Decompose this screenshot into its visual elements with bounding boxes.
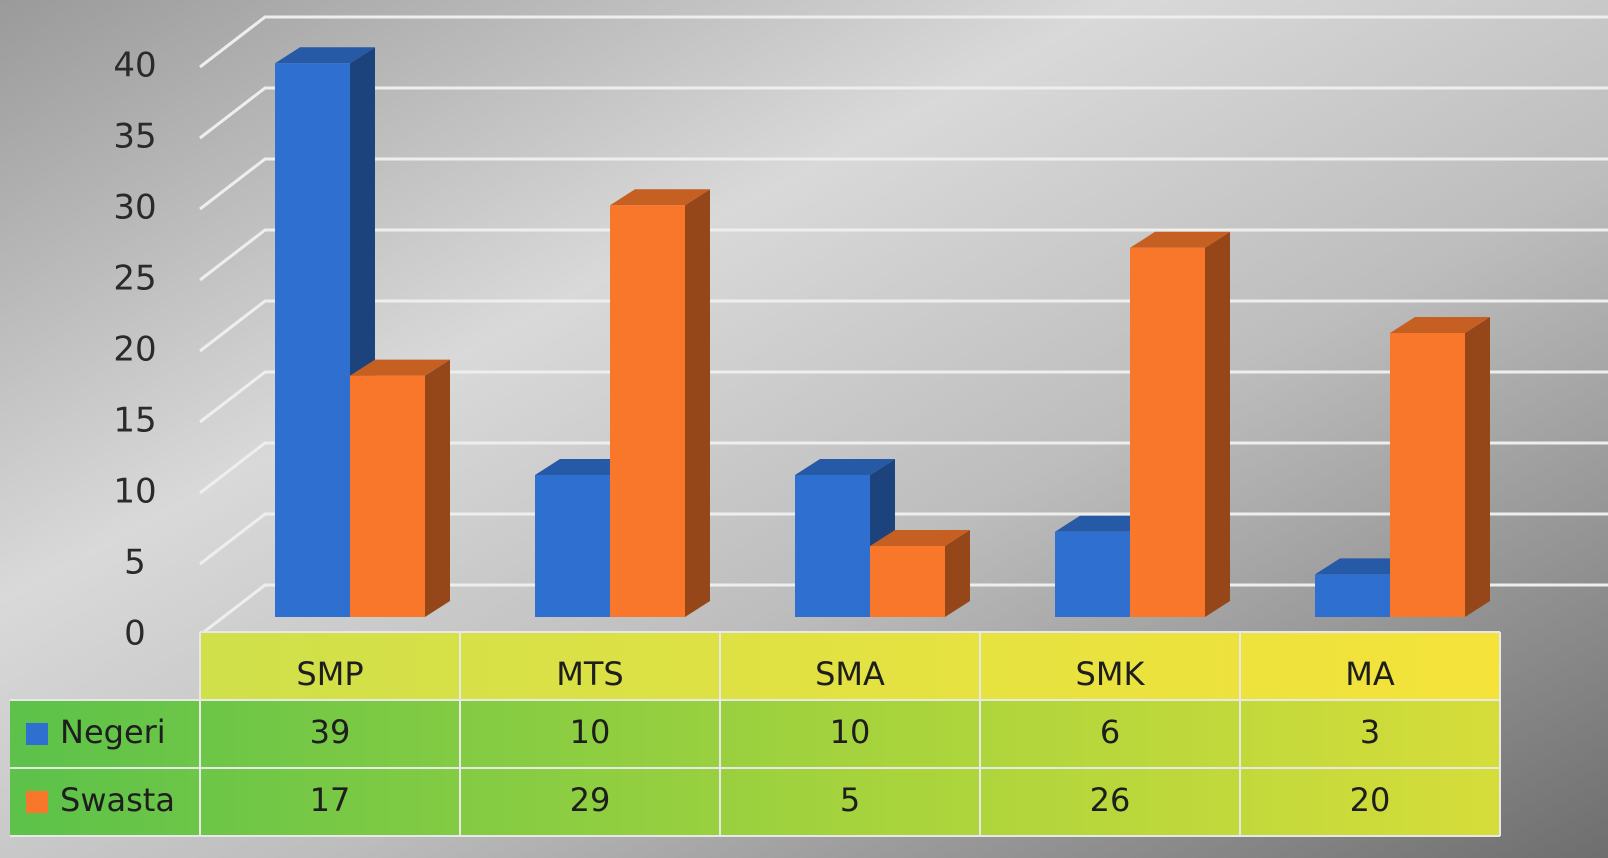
y-tick-label: 25 <box>113 259 156 299</box>
bar-top <box>795 459 895 475</box>
bar <box>350 359 450 617</box>
category-label: MTS <box>556 655 623 693</box>
bar-side <box>945 530 970 617</box>
bar-front <box>1055 531 1130 617</box>
bar-front <box>350 375 425 617</box>
bar-top <box>1390 317 1490 333</box>
y-tick-label: 10 <box>113 472 156 512</box>
category-label: MA <box>1345 655 1395 693</box>
table-value: 10 <box>830 713 871 751</box>
table-value: 10 <box>570 713 611 751</box>
table-value: 6 <box>1100 713 1120 751</box>
legend-swatch <box>26 791 48 813</box>
table-value: 5 <box>840 781 860 819</box>
grid-line <box>199 228 1608 282</box>
legend-swatch <box>26 723 48 745</box>
grid-line <box>199 15 1608 69</box>
y-tick-label: 35 <box>113 117 156 157</box>
y-tick-label: 0 <box>124 614 146 654</box>
category-label: SMK <box>1076 655 1146 693</box>
bar-side <box>685 189 710 617</box>
bar-front <box>870 546 945 617</box>
bar-front <box>535 475 610 617</box>
bar-side <box>1465 317 1490 617</box>
table-row <box>10 768 1500 836</box>
y-tick-label: 20 <box>113 330 156 370</box>
bar-front <box>1130 247 1205 618</box>
table-value: 26 <box>1090 781 1131 819</box>
grid-line <box>199 86 1608 140</box>
bar <box>1390 317 1490 617</box>
y-tick-label: 40 <box>113 46 156 86</box>
bar-front <box>610 205 685 617</box>
legend-label: Negeri <box>60 713 166 751</box>
table-value: 20 <box>1350 781 1391 819</box>
grid-line <box>199 157 1608 211</box>
bar-front <box>795 475 870 617</box>
table-header <box>200 632 1500 700</box>
table-row <box>10 700 1500 768</box>
bar-top <box>870 530 970 546</box>
bar <box>610 189 710 617</box>
bar-top <box>350 359 450 376</box>
y-tick-label: 5 <box>124 543 146 583</box>
table-value: 17 <box>310 781 351 819</box>
bar-front <box>1390 333 1465 617</box>
table-value: 39 <box>310 713 351 751</box>
bar-front <box>275 63 350 617</box>
bar <box>1130 231 1230 618</box>
bar-top <box>610 189 710 206</box>
bar-side <box>1205 231 1230 618</box>
category-label: SMP <box>296 655 363 693</box>
y-tick-label: 30 <box>113 188 156 228</box>
table-value: 3 <box>1360 713 1380 751</box>
table-value: 29 <box>570 781 611 819</box>
bar-side <box>425 359 450 617</box>
y-tick-label: 15 <box>113 401 156 441</box>
bar-top <box>1130 231 1230 248</box>
bar-top <box>275 47 375 64</box>
category-label: SMA <box>815 655 885 693</box>
bar <box>870 530 970 617</box>
legend-label: Swasta <box>60 781 175 819</box>
bar-front <box>1315 574 1390 617</box>
